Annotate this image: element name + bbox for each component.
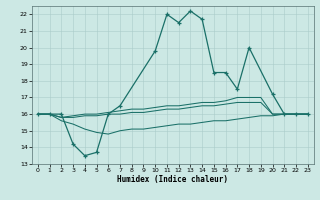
X-axis label: Humidex (Indice chaleur): Humidex (Indice chaleur) [117, 175, 228, 184]
